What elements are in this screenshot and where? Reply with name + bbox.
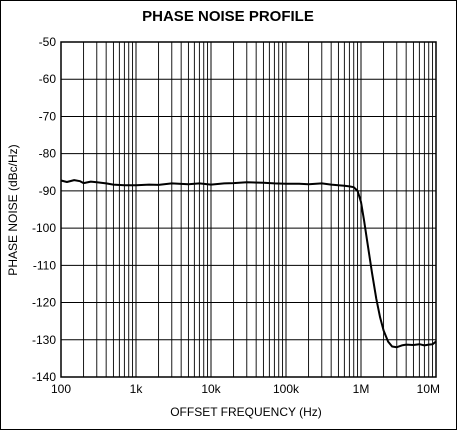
x-tick-label: 10k bbox=[201, 382, 221, 396]
y-axis-label: PHASE NOISE (dBc/Hz) bbox=[6, 144, 20, 275]
x-tick-label: 1k bbox=[130, 382, 144, 396]
series-line bbox=[60, 179, 437, 349]
x-axis-label: OFFSET FREQUENCY (Hz) bbox=[170, 405, 322, 419]
x-tick-label: 100 bbox=[51, 382, 71, 396]
y-tick-label: -120 bbox=[32, 296, 56, 310]
plot-grid bbox=[60, 41, 437, 378]
x-tick-label: 1M bbox=[353, 382, 370, 396]
chart-title: PHASE NOISE PROFILE bbox=[142, 8, 314, 25]
series-group bbox=[60, 179, 437, 349]
y-tick-label: -100 bbox=[32, 221, 56, 235]
y-tick-label: -80 bbox=[39, 147, 57, 161]
x-tick-label: 100k bbox=[273, 382, 300, 396]
plot-border bbox=[60, 41, 437, 378]
y-tick-label: -90 bbox=[39, 184, 57, 198]
y-tick-label: -70 bbox=[39, 109, 57, 123]
y-tick-label: -50 bbox=[39, 35, 57, 49]
x-tick-label: 10M bbox=[417, 382, 440, 396]
y-tick-label: -130 bbox=[32, 333, 56, 347]
y-tick-label: -140 bbox=[32, 370, 56, 384]
y-tick-label: -110 bbox=[33, 258, 56, 272]
y-tick-label: -60 bbox=[39, 72, 57, 86]
